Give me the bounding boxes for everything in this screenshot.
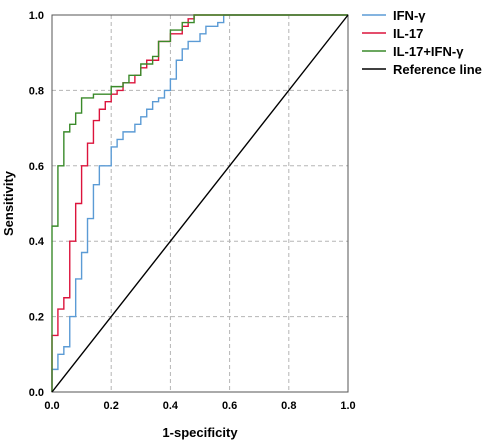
x-tick-label: 0.6 <box>222 400 237 412</box>
series-line-2 <box>51 14 348 392</box>
x-tick-label: 0.4 <box>163 400 179 412</box>
x-axis-label: 1-specificity <box>162 425 238 440</box>
y-tick-label: 1.0 <box>29 10 44 22</box>
legend-label: IL-17 <box>393 26 423 41</box>
y-axis-label: Sensitivity <box>1 170 16 236</box>
x-tick-label: 0.2 <box>104 400 119 412</box>
y-tick-label: 0.4 <box>29 236 45 248</box>
y-tick-label: 0.6 <box>29 161 44 173</box>
series-lines <box>51 14 349 393</box>
tick-labels: 0.0 0.2 0.4 0.6 0.8 1.0 0.0 0.2 0.4 0.6 0.8 1.0 <box>29 10 356 412</box>
x-tick-label: 0.8 <box>281 400 296 412</box>
y-tick-label: 0.0 <box>29 387 44 399</box>
legend: IFN-γ IL-17 IL-17+IFN-γ Reference line <box>362 8 482 77</box>
legend-label: IFN-γ <box>393 8 426 23</box>
legend-label: IL-17+IFN-γ <box>393 44 464 59</box>
legend-label: Reference line <box>393 62 482 77</box>
x-tick-label: 1.0 <box>340 400 355 412</box>
series-line-3 <box>51 14 349 393</box>
y-tick-label: 0.2 <box>29 312 44 324</box>
series-line-0 <box>51 14 348 392</box>
x-tick-label: 0.0 <box>44 400 59 412</box>
y-tick-label: 0.8 <box>29 85 44 97</box>
